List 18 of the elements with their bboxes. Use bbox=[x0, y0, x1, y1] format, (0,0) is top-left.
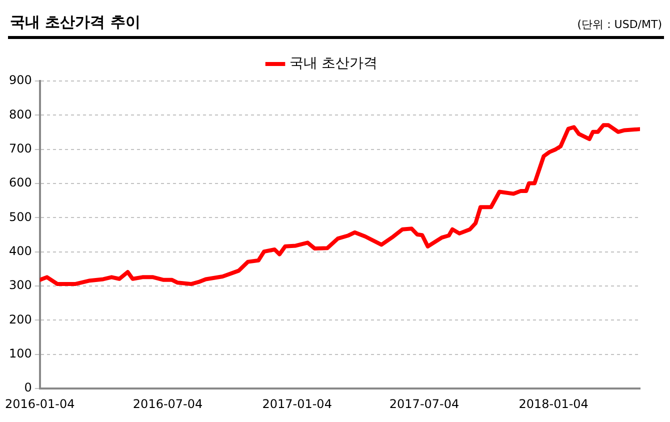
x-tick-label: 2016-07-04 bbox=[132, 396, 203, 411]
x-tick-label: 2018-01-04 bbox=[518, 396, 588, 411]
y-tick-label: 100 bbox=[9, 346, 32, 361]
y-tick-label: 900 bbox=[9, 73, 32, 88]
text: (단위 : USD/MT) bbox=[577, 17, 662, 32]
x-tick-label: 2017-07-04 bbox=[389, 396, 460, 411]
x-tick-label: 2016-01-04 bbox=[5, 396, 75, 411]
y-tick-label: 200 bbox=[9, 312, 32, 326]
y-tick-label: 0 bbox=[24, 380, 32, 395]
y-tick-label: 400 bbox=[9, 244, 32, 258]
x-tick-label: 2017-01-04 bbox=[262, 396, 332, 411]
chart-title: 국내 초산가격 추이 bbox=[10, 13, 140, 32]
legend-label: 국내 초산가격 bbox=[289, 56, 378, 72]
y-tick-label: 800 bbox=[9, 107, 32, 122]
y-tick-label: 600 bbox=[9, 176, 32, 190]
y-tick-label: 300 bbox=[9, 278, 32, 292]
y-tick-label: 700 bbox=[9, 141, 32, 156]
y-tick-label: 500 bbox=[9, 210, 32, 224]
